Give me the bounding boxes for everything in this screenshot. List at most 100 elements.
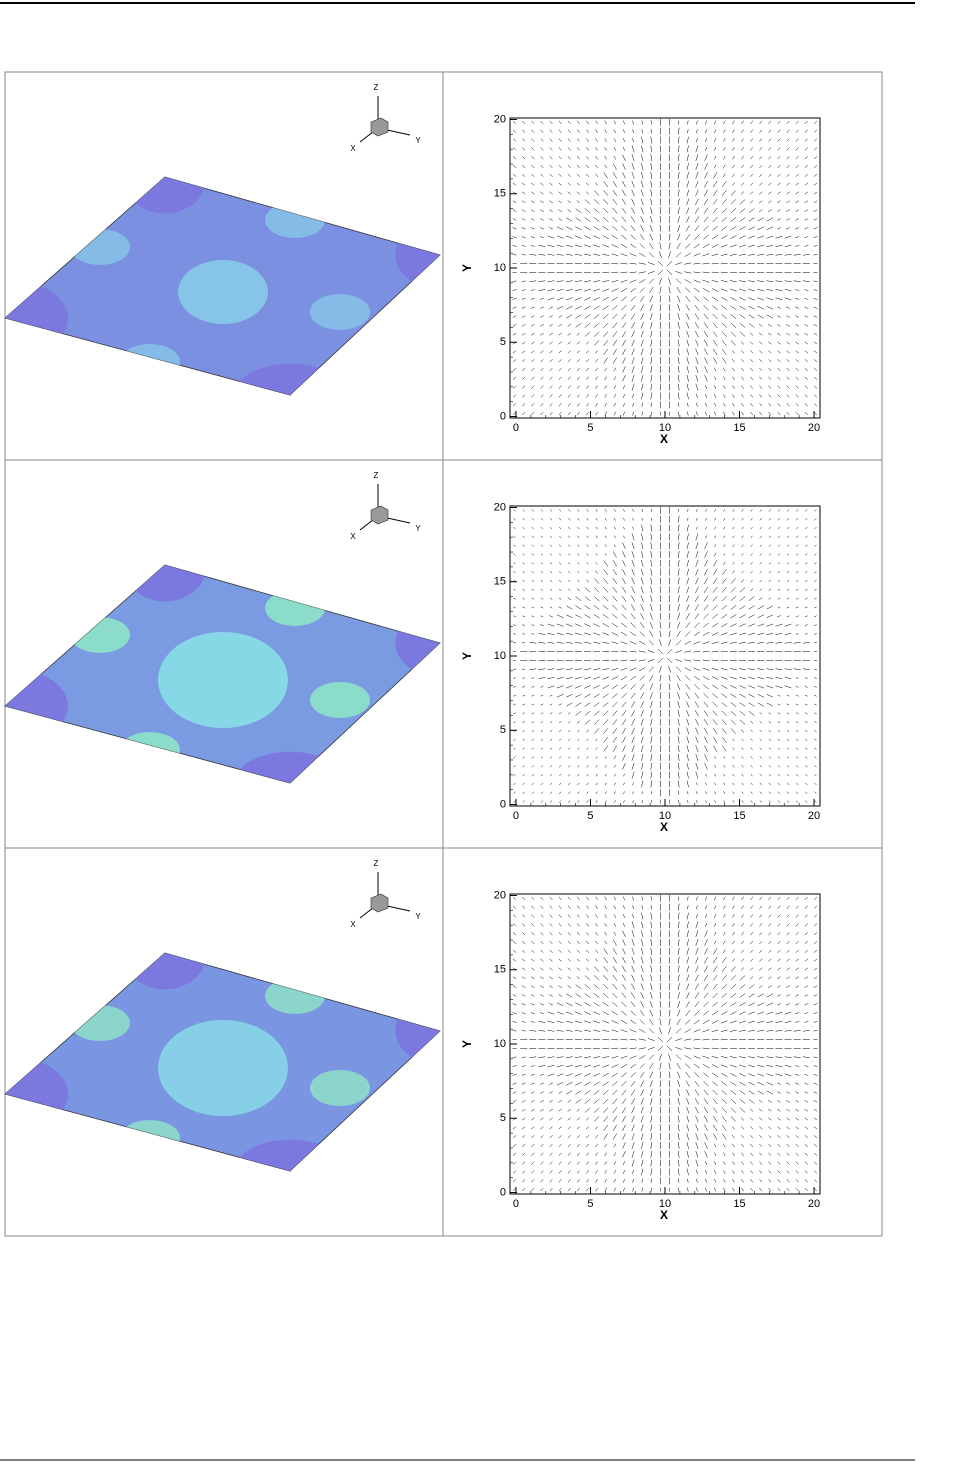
vector-arrow [677,718,680,726]
vector-arrow [804,1065,809,1067]
vector-arrow [513,526,516,530]
vector-arrow [650,780,653,788]
vector-arrow [640,1080,645,1087]
vector-arrow [612,1133,617,1140]
vector-arrow [730,966,736,972]
vector-arrow [804,905,808,909]
vector-arrow [749,332,754,336]
vector-arrow [759,967,763,971]
vector-arrow [677,1115,680,1123]
vector-arrow [686,568,690,576]
vector-arrow [549,306,553,309]
vector-arrow [659,595,661,603]
vector-arrow [729,651,737,653]
vector-arrow [696,120,698,125]
vector-arrow [804,1012,809,1014]
vector-arrow [540,1108,544,1112]
vector-arrow [740,1126,745,1130]
vector-arrow [748,297,755,301]
vector-arrow [630,1001,636,1008]
vector-arrow [586,155,589,160]
vector-arrow [712,198,718,205]
vector-arrow [540,782,544,786]
vector-arrow [531,553,535,556]
vector-arrow [802,1030,810,1032]
vector-arrow [703,296,709,302]
vector-arrow [650,992,653,999]
vector-arrow [659,286,662,294]
vector-arrow [538,1056,546,1058]
vector-arrow [621,207,627,214]
vector-arrow [711,1020,719,1024]
vector-arrow [513,703,516,706]
vector-arrow [669,207,671,215]
vector-arrow [748,280,756,283]
vector-arrow [540,976,544,980]
vector-arrow [712,296,719,302]
vector-arrow [814,782,817,786]
vector-arrow [549,949,553,953]
vector-arrow [595,402,598,407]
vector-arrow [784,297,792,301]
vector-arrow [622,1187,625,1192]
vector-arrow [584,1056,591,1059]
vector-arrow [540,712,544,715]
vector-arrow [750,376,754,380]
vector-arrow [729,659,737,661]
vector-arrow [775,253,783,256]
vector-arrow [695,1124,699,1132]
vector-arrow [786,562,790,565]
vector-arrow [621,693,627,699]
vector-arrow [574,676,582,680]
vector-arrow [622,745,626,752]
vector-arrow [677,974,680,982]
vector-arrow [712,727,718,735]
vector-arrow [650,392,653,400]
vector-arrow [549,394,553,398]
vector-arrow [540,341,544,345]
vector-arrow [577,791,580,795]
vector-arrow [677,330,680,338]
vector-arrow [804,1082,809,1085]
vector-arrow [531,1152,535,1156]
vector-arrow [521,1126,526,1130]
vector-arrow [730,719,737,725]
vector-arrow [668,286,671,294]
vector-arrow [768,958,772,962]
vector-arrow [521,254,526,256]
vector-arrow [786,341,790,345]
vector-arrow [575,605,582,610]
vector-arrow [540,1161,544,1165]
vector-arrow [758,985,763,988]
vector-arrow [567,949,571,953]
vector-arrow [759,509,762,512]
vector-arrow [556,1011,564,1015]
vector-arrow [757,702,764,707]
vector-arrow [703,710,709,717]
vector-arrow [757,1073,765,1077]
vector-arrow [549,729,553,733]
vector-arrow [650,524,653,532]
vector-arrow [521,994,526,997]
vector-arrow [703,684,709,690]
vector-arrow [622,172,626,179]
vector-arrow [694,613,700,620]
vector-arrow [622,568,626,576]
vector-arrow [593,632,600,636]
vector-arrow [556,235,564,239]
vector-arrow [713,948,718,955]
vector-arrow [757,605,764,610]
vector-arrow [613,394,616,398]
vector-arrow [647,262,655,265]
vector-arrow [757,1011,765,1015]
vector-arrow [650,551,653,559]
vector-arrow [612,983,618,990]
vector-arrow [768,765,772,768]
vector-arrow [795,579,799,583]
vector-arrow [759,200,763,204]
vector-arrow [795,1091,800,1094]
vector-arrow [595,1143,599,1148]
vector-arrow [721,1081,728,1086]
vector-arrow [565,244,573,248]
